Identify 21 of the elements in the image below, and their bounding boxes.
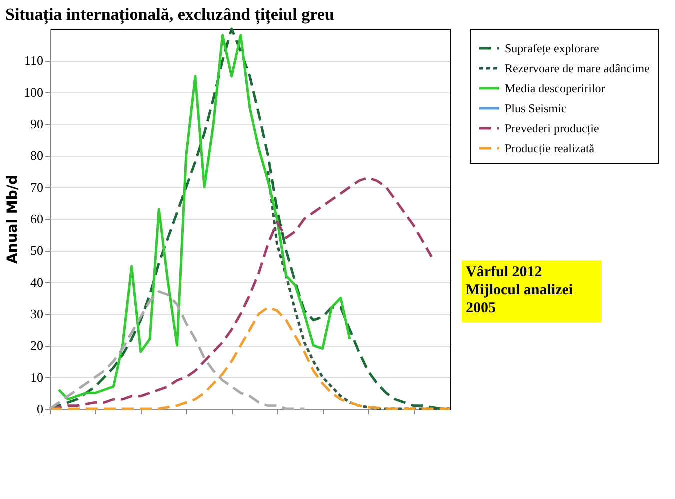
y-tick-label: 80 <box>30 148 44 164</box>
chart-title: Situația internațională, excluzând țițeiul greu <box>6 4 334 25</box>
legend-label: Plus Seismic <box>505 102 567 116</box>
y-tick-label: 110 <box>24 53 44 68</box>
legend-label: Rezervoare de mare adâncime <box>505 62 650 76</box>
y-tick-label: 30 <box>30 306 44 322</box>
y-tick-label: 40 <box>30 274 44 290</box>
y-tick-label: 100 <box>24 84 44 100</box>
y-tick-label: 50 <box>30 243 44 258</box>
y-axis-title: Anual Mb/d <box>5 175 21 264</box>
y-tick-label: 20 <box>30 338 44 354</box>
legend-label: Prevederi producție <box>505 122 600 136</box>
y-tick-label: 70 <box>30 180 44 195</box>
y-tick-label: 60 <box>30 212 44 226</box>
legend-label: Media descoperirilor <box>505 82 606 96</box>
y-tick-label: 10 <box>30 370 44 385</box>
y-tick-label: 0 <box>37 402 44 416</box>
legend-label: Producție realizată <box>505 142 596 156</box>
text: Vârful 2012 Mijlocul analizei 2005 <box>466 264 574 317</box>
y-tick-label: 90 <box>30 116 44 132</box>
legend-label: Suprafețe explorare <box>505 42 600 56</box>
